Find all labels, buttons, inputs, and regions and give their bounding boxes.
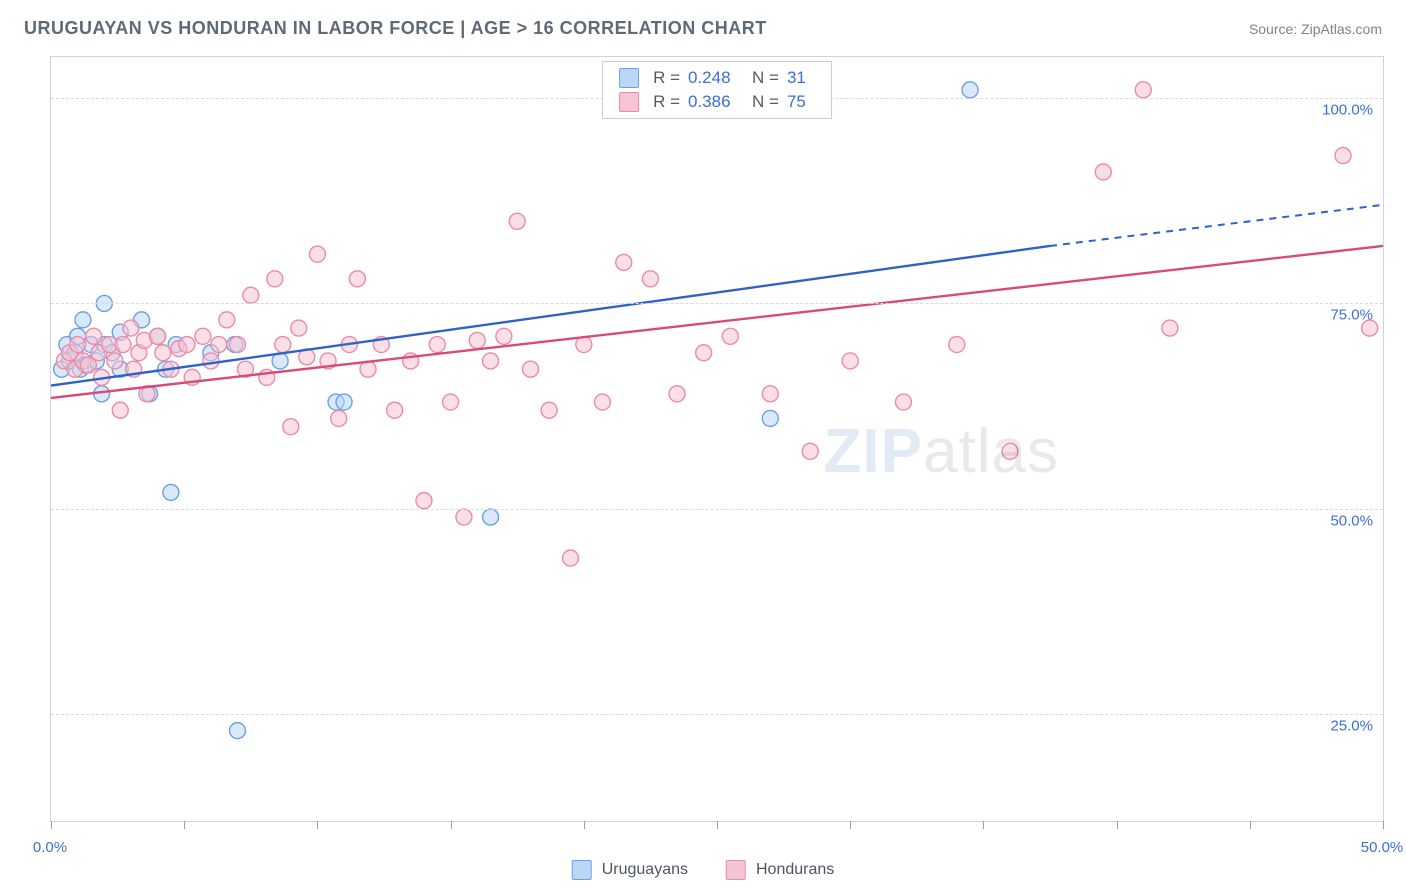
data-point <box>669 386 685 402</box>
data-point <box>229 337 245 353</box>
y-tick-label: 50.0% <box>1330 512 1373 529</box>
data-point <box>243 287 259 303</box>
data-point <box>267 271 283 287</box>
legend-swatch-uruguayans-icon <box>572 860 592 880</box>
data-point <box>155 345 171 361</box>
data-point <box>895 394 911 410</box>
source-prefix: Source: <box>1249 21 1301 37</box>
stat-r-value-hondurans: 0.386 <box>688 92 744 112</box>
data-point <box>456 509 472 525</box>
data-point <box>70 337 86 353</box>
data-point <box>429 337 445 353</box>
data-point <box>283 419 299 435</box>
source-attribution: Source: ZipAtlas.com <box>1249 21 1382 37</box>
data-point <box>115 337 131 353</box>
stat-n-value-uruguayans: 31 <box>787 68 815 88</box>
data-point <box>523 361 539 377</box>
data-point <box>496 328 512 344</box>
data-point <box>112 402 128 418</box>
stat-n-value-hondurans: 75 <box>787 92 815 112</box>
data-point <box>336 394 352 410</box>
data-point <box>762 410 778 426</box>
data-point <box>483 353 499 369</box>
data-point <box>443 394 459 410</box>
data-point <box>562 550 578 566</box>
data-point <box>203 353 219 369</box>
stat-r-label: R = <box>653 92 680 112</box>
y-tick-label: 100.0% <box>1322 102 1373 119</box>
correlation-stats-box: R = 0.248 N = 31 R = 0.386 N = 75 <box>602 61 832 119</box>
data-point <box>509 213 525 229</box>
data-point <box>962 82 978 98</box>
data-point <box>291 320 307 336</box>
x-tick-label: 0.0% <box>33 839 67 856</box>
stats-row-hondurans: R = 0.386 N = 75 <box>603 90 831 114</box>
data-point <box>541 402 557 418</box>
data-point <box>696 345 712 361</box>
data-point <box>107 353 123 369</box>
stat-r-value-uruguayans: 0.248 <box>688 68 744 88</box>
source-link[interactable]: ZipAtlas.com <box>1301 21 1382 37</box>
data-point <box>1135 82 1151 98</box>
data-point <box>416 493 432 509</box>
stat-r-label: R = <box>653 68 680 88</box>
data-point <box>309 246 325 262</box>
stat-n-label: N = <box>752 68 779 88</box>
data-point <box>331 410 347 426</box>
data-point <box>229 723 245 739</box>
data-point <box>275 337 291 353</box>
data-point <box>722 328 738 344</box>
swatch-uruguayans-icon <box>619 68 639 88</box>
data-point <box>1095 164 1111 180</box>
data-point <box>86 328 102 344</box>
data-point <box>762 386 778 402</box>
trend-line-uruguayans <box>51 246 1050 386</box>
data-point <box>642 271 658 287</box>
y-tick-label: 25.0% <box>1330 718 1373 735</box>
data-point <box>1002 443 1018 459</box>
data-point <box>483 509 499 525</box>
stats-row-uruguayans: R = 0.248 N = 31 <box>603 66 831 90</box>
data-point <box>195 328 211 344</box>
data-point <box>163 484 179 500</box>
data-point <box>842 353 858 369</box>
chart-title: URUGUAYAN VS HONDURAN IN LABOR FORCE | A… <box>24 18 767 39</box>
data-point <box>75 312 91 328</box>
chart-plot-area: R = 0.248 N = 31 R = 0.386 N = 75 ZIPatl… <box>50 56 1384 822</box>
legend-item-uruguayans: Uruguayans <box>572 860 688 880</box>
data-point <box>594 394 610 410</box>
data-point <box>949 337 965 353</box>
y-tick-label: 75.0% <box>1330 307 1373 324</box>
chart-header: URUGUAYAN VS HONDURAN IN LABOR FORCE | A… <box>0 0 1406 53</box>
data-point <box>1335 148 1351 164</box>
x-tick-label: 50.0% <box>1361 839 1404 856</box>
legend-item-hondurans: Hondurans <box>726 860 834 880</box>
legend-label-hondurans: Hondurans <box>756 861 834 879</box>
data-point <box>802 443 818 459</box>
data-point <box>219 312 235 328</box>
data-point <box>616 254 632 270</box>
legend-label-uruguayans: Uruguayans <box>602 861 688 879</box>
data-point <box>211 337 227 353</box>
trend-line-uruguayans-ext <box>1050 205 1383 246</box>
legend: Uruguayans Hondurans <box>572 860 835 880</box>
scatter-plot-svg <box>51 57 1383 821</box>
data-point <box>1162 320 1178 336</box>
data-point <box>123 320 139 336</box>
data-point <box>349 271 365 287</box>
trend-line-hondurans <box>51 246 1383 398</box>
data-point <box>150 328 166 344</box>
data-point <box>469 332 485 348</box>
legend-swatch-hondurans-icon <box>726 860 746 880</box>
data-point <box>387 402 403 418</box>
stat-n-label: N = <box>752 92 779 112</box>
data-point <box>179 337 195 353</box>
swatch-hondurans-icon <box>619 92 639 112</box>
